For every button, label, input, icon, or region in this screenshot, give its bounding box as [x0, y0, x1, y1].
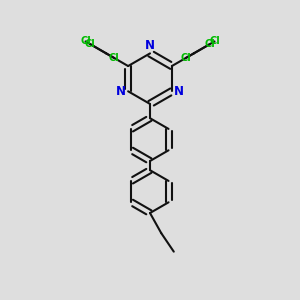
Text: N: N [116, 85, 126, 98]
Text: Cl: Cl [209, 36, 220, 46]
Text: N: N [145, 39, 155, 52]
Text: Cl: Cl [85, 39, 96, 49]
Text: Cl: Cl [180, 53, 191, 63]
Text: N: N [174, 85, 184, 98]
Text: Cl: Cl [204, 39, 215, 49]
Text: Cl: Cl [109, 53, 120, 63]
Text: Cl: Cl [80, 36, 91, 46]
